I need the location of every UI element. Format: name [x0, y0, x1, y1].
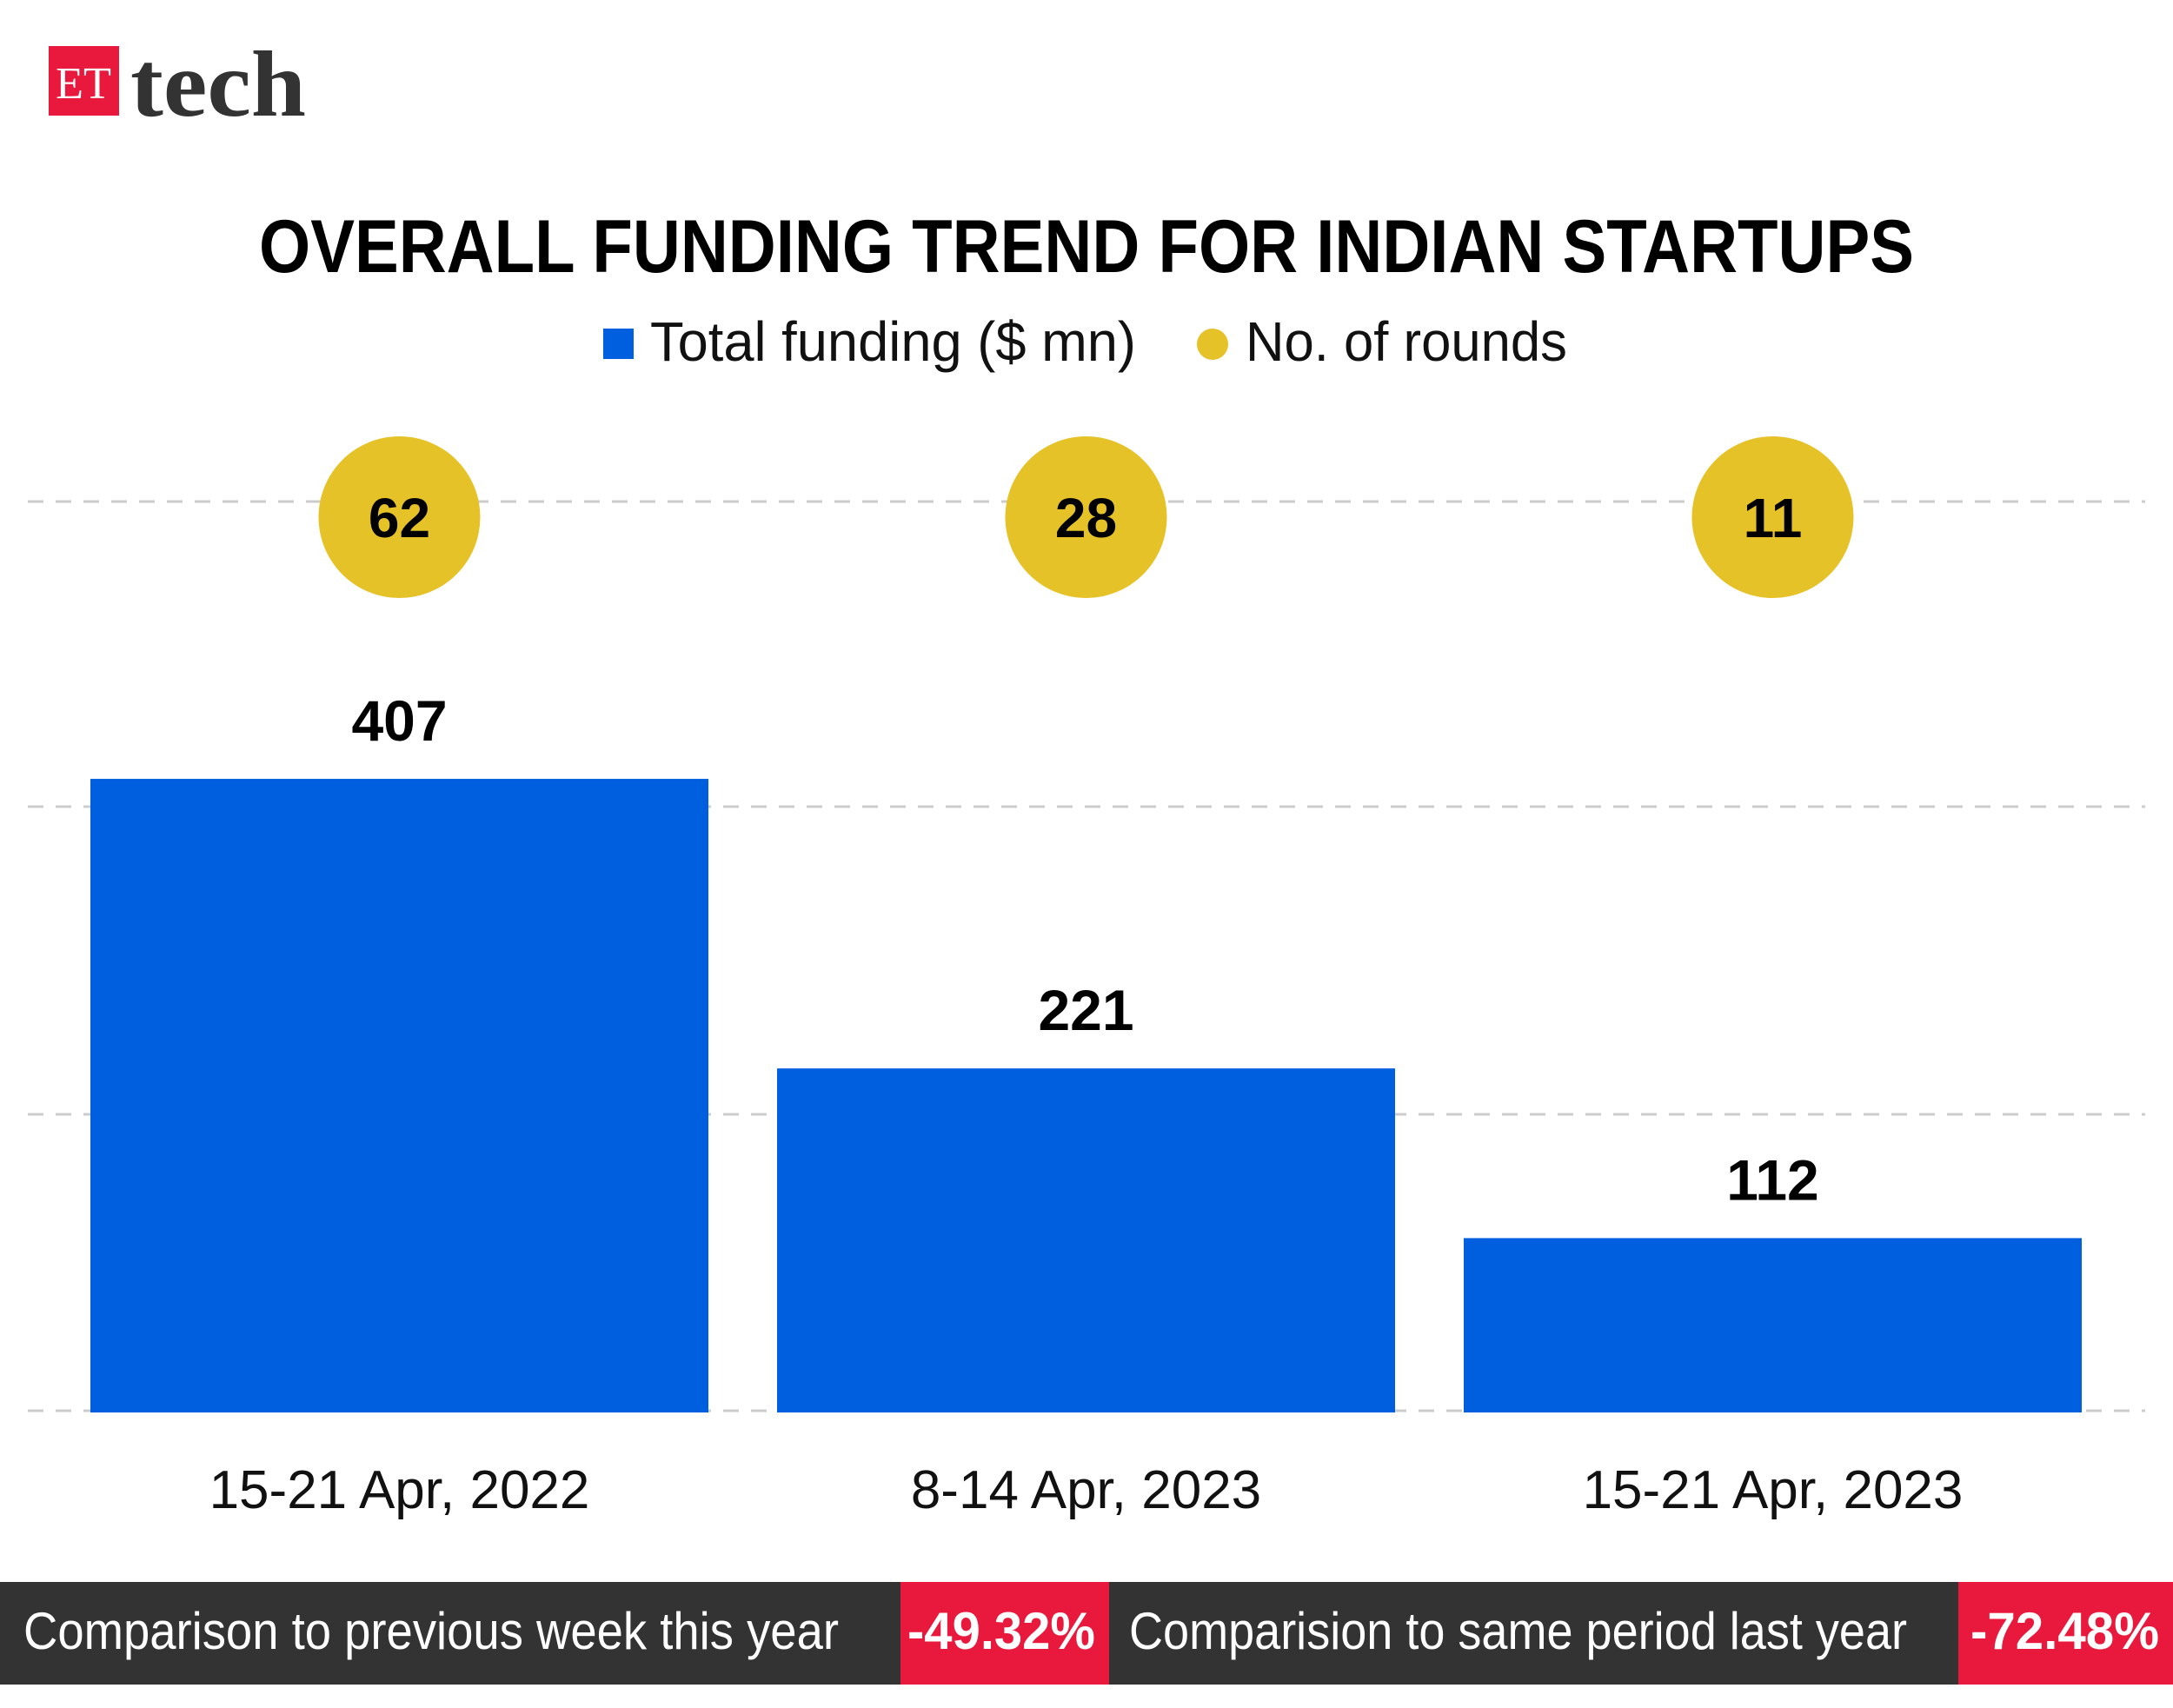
rounds-circle	[1691, 436, 1854, 598]
logo-box-text: ET	[56, 59, 111, 109]
x-tick-label: 8-14 Apr, 2023	[911, 1460, 1261, 1520]
logo-word: tech	[130, 33, 306, 136]
footer-value-box-1	[900, 1582, 1109, 1685]
bar-2	[777, 1068, 1395, 1412]
footer-label-1: Comparison to previous week this year	[23, 1602, 839, 1660]
rounds-markers: 62 28 11	[318, 436, 1854, 598]
x-tick-label: 15-21 Apr, 2022	[209, 1460, 590, 1520]
bar-value-label: 221	[1038, 978, 1133, 1042]
bar-value-label: 407	[351, 688, 447, 753]
legend: Total funding ($ mn) No. of rounds	[603, 310, 1567, 373]
rounds-value-label: 11	[1744, 487, 1803, 549]
logo-box	[49, 46, 119, 116]
legend-rounds-marker	[1197, 329, 1228, 360]
x-tick-label: 15-21 Apr, 2023	[1583, 1460, 1964, 1520]
rounds-circle	[318, 436, 481, 598]
footer: Comparison to previous week this year -4…	[0, 1582, 2173, 1685]
bar-1	[90, 779, 708, 1412]
legend-funding-label: Total funding ($ mn)	[650, 310, 1136, 373]
legend-funding-marker	[603, 329, 634, 359]
bar-value-label: 112	[1726, 1147, 1818, 1212]
logo: ET tech	[49, 33, 306, 136]
rounds-value-label: 28	[1055, 487, 1117, 549]
footer-value-box-2	[1958, 1582, 2173, 1685]
footer-value-2: -72.48%	[1970, 1602, 2159, 1660]
rounds-value-label: 62	[369, 487, 430, 549]
legend-rounds-label: No. of rounds	[1246, 310, 1567, 373]
chart-title: OVERALL FUNDING TREND FOR INDIAN STARTUP…	[259, 205, 1914, 289]
rounds-circle	[1005, 436, 1167, 598]
footer-value-1: -49.32%	[907, 1602, 1095, 1660]
footer-label-2: Comparision to same period last year	[1129, 1602, 1907, 1660]
bar-3	[1464, 1238, 2082, 1412]
bars: 407 15-21 Apr, 2022 221 8-14 Apr, 2023 112 15…	[90, 688, 2082, 1520]
